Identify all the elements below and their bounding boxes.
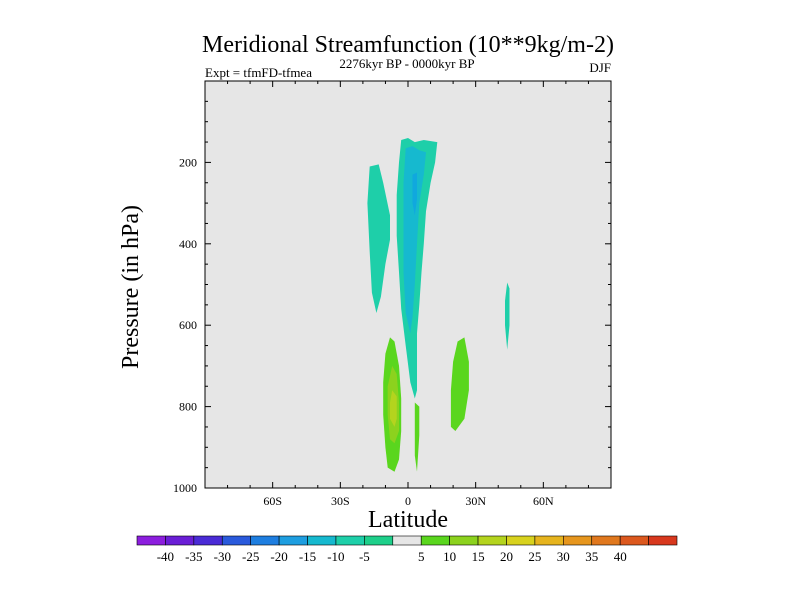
x-tick-label: 30N [465, 494, 486, 508]
center-subtitle: 2276kyr BP - 0000kyr BP [339, 56, 474, 71]
right-subtitle: DJF [589, 60, 611, 75]
colorbar-swatch [591, 535, 621, 546]
colorbar-swatch [449, 535, 479, 546]
colorbar-label: -15 [299, 549, 316, 564]
contour-region-equatorial-core [403, 146, 426, 334]
contour-region-southern-upper-cell [367, 164, 390, 313]
chart-title: Meridional Streamfunction (10**9kg/m-2) [202, 32, 614, 58]
contour-region-equatorial-inner-core [412, 172, 417, 216]
x-tick-label: 60S [263, 494, 282, 508]
colorbar-label: 10 [443, 549, 456, 564]
y-tick-label: 400 [179, 237, 197, 251]
x-tick-label: 60N [533, 494, 554, 508]
colorbar-label: 40 [614, 549, 627, 564]
colorbar-swatch [420, 535, 450, 546]
colorbar-swatch [648, 535, 678, 546]
colorbar-label: 15 [472, 549, 485, 564]
colorbar-label: 25 [528, 549, 541, 564]
colorbar-swatch [165, 535, 195, 546]
colorbar-swatch [250, 535, 280, 546]
colorbar-swatch [392, 535, 422, 546]
colorbar-label: 30 [557, 549, 570, 564]
axis-ticks: 60S 30S 0 30N 60N 200 400 600 800 1000 [173, 81, 611, 508]
colorbar-swatch [136, 535, 166, 546]
y-axis-label: Pressure (in hPa) [118, 205, 144, 369]
x-tick-label: 0 [405, 494, 411, 508]
colorbar-swatch [307, 535, 337, 546]
contour-region-equator-lower-sliver [414, 402, 420, 472]
colorbar-swatch [193, 535, 223, 546]
colorbar-label: -5 [359, 549, 370, 564]
contour-region-northern-upper-sliver [505, 282, 510, 350]
y-tick-label: 800 [179, 400, 197, 414]
colorbar-swatch [335, 535, 365, 546]
left-subtitle: Expt = tfmFD-tfmea [205, 65, 312, 80]
colorbar-label: 35 [585, 549, 598, 564]
colorbar-swatch [364, 535, 394, 546]
contour-regions [367, 138, 510, 472]
x-tick-label: 30S [331, 494, 350, 508]
colorbar-label: -10 [327, 549, 344, 564]
colorbar-swatch [477, 535, 507, 546]
colorbar-label: -30 [214, 549, 231, 564]
colorbar-label: 5 [418, 549, 425, 564]
y-tick-label: 600 [179, 318, 197, 332]
colorbar-label: -35 [185, 549, 202, 564]
colorbar-label: -40 [157, 549, 174, 564]
colorbar-label: 20 [500, 549, 513, 564]
colorbar-swatch [563, 535, 593, 546]
colorbar-swatch [506, 535, 536, 546]
contour-region-southern-lower-inner-core [390, 390, 397, 427]
contour-region-northern-lower-cell [450, 337, 469, 431]
x-axis-label: Latitude [368, 507, 448, 533]
colorbar: -40 -35 -30 -25 -20 -15 -10 -5 5 10 15 20 25 30 35 40 [136, 535, 678, 564]
y-tick-label: 200 [179, 155, 197, 169]
colorbar-label: -20 [270, 549, 287, 564]
colorbar-swatch [534, 535, 564, 546]
y-tick-label: 1000 [173, 481, 197, 495]
colorbar-swatch [619, 535, 649, 546]
colorbar-label: -25 [242, 549, 259, 564]
colorbar-swatch [278, 535, 308, 546]
colorbar-swatch [221, 535, 251, 546]
